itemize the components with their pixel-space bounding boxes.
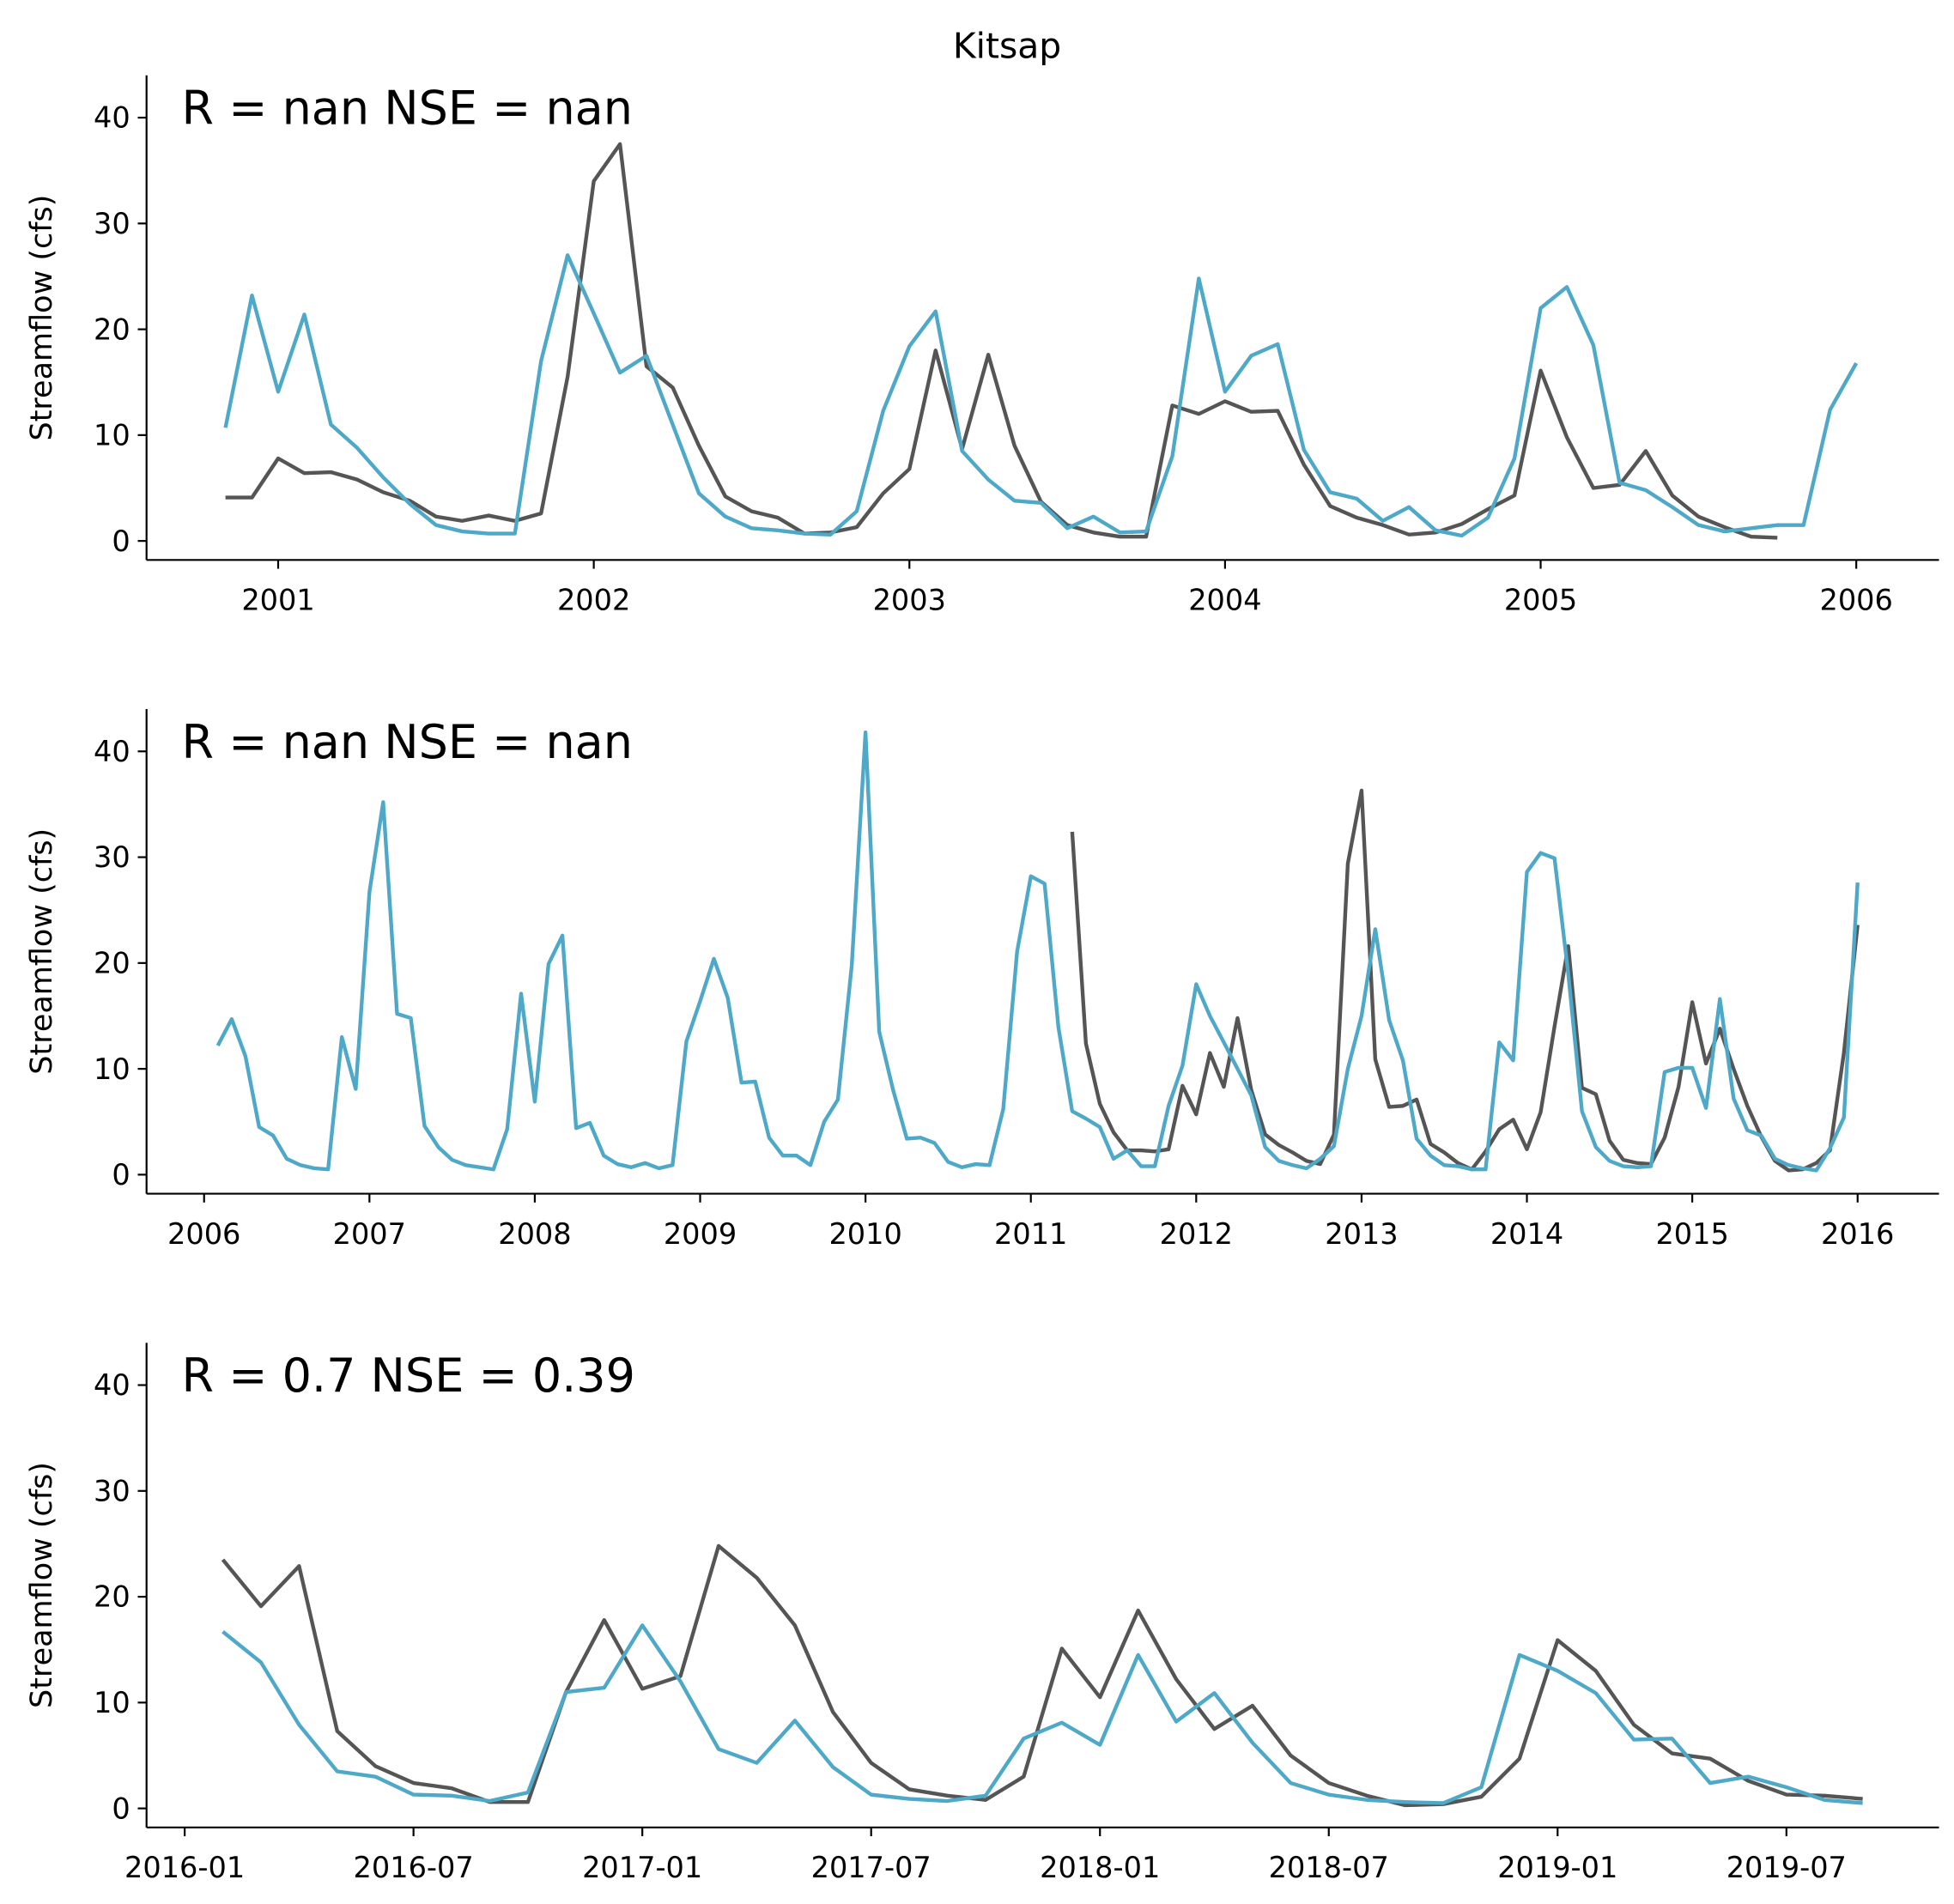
series-line — [221, 1543, 1863, 1808]
x-tick-label: 2019-01 — [1497, 1851, 1617, 1884]
x-tick-label: 2007 — [333, 1217, 406, 1251]
x-tick-label: 2015 — [1655, 1217, 1728, 1251]
figure-title: Kitsap — [953, 25, 1061, 66]
annotation: R = 0.7 NSE = 0.39 — [182, 1349, 635, 1403]
annotation: R = nan NSE = nan — [182, 715, 633, 769]
y-tick-label: 40 — [94, 101, 130, 135]
series-line — [215, 730, 1860, 1173]
y-tick-label: 0 — [112, 525, 130, 558]
x-tick-label: 2006 — [1819, 584, 1892, 617]
y-tick-label: 0 — [112, 1792, 130, 1825]
x-tick-label: 2012 — [1160, 1217, 1233, 1251]
x-tick-label: 2003 — [873, 584, 946, 617]
y-tick-label: 30 — [94, 1474, 130, 1507]
x-tick-label: 2018-01 — [1040, 1851, 1160, 1884]
annotation: R = nan NSE = nan — [182, 82, 633, 136]
y-tick-label: 30 — [94, 207, 130, 240]
y-tick-label: 20 — [94, 312, 130, 346]
x-tick-label: 2004 — [1188, 584, 1261, 617]
series-line — [221, 1623, 1863, 1805]
x-tick-label: 2014 — [1490, 1217, 1563, 1251]
x-tick-label: 2016-01 — [124, 1851, 245, 1884]
x-tick-label: 2018-07 — [1269, 1851, 1389, 1884]
x-tick-label: 2001 — [241, 584, 314, 617]
x-tick-label: 2006 — [167, 1217, 240, 1251]
y-tick-label: 20 — [94, 947, 130, 980]
x-tick-label: 2016-07 — [354, 1851, 474, 1884]
x-tick-label: 2008 — [498, 1217, 571, 1251]
x-tick-label: 2017-07 — [811, 1851, 931, 1884]
x-tick-label: 2009 — [664, 1217, 737, 1251]
series-line — [225, 142, 1778, 540]
x-tick-label: 2016 — [1821, 1217, 1894, 1251]
y-tick-label: 10 — [94, 1052, 130, 1086]
x-tick-label: 2011 — [994, 1217, 1067, 1251]
y-tick-label: 30 — [94, 840, 130, 874]
series-line — [223, 253, 1859, 538]
x-tick-label: 2017-01 — [582, 1851, 702, 1884]
y-axis-label: Streamflow (cfs) — [25, 195, 59, 441]
y-tick-label: 0 — [112, 1158, 130, 1192]
y-tick-label: 20 — [94, 1580, 130, 1614]
y-tick-label: 10 — [94, 1686, 130, 1719]
x-tick-label: 2005 — [1504, 584, 1577, 617]
y-tick-label: 40 — [94, 735, 130, 768]
x-tick-label: 2013 — [1325, 1217, 1398, 1251]
y-tick-label: 10 — [94, 419, 130, 452]
y-axis-label: Streamflow (cfs) — [25, 1462, 59, 1708]
x-tick-label: 2019-07 — [1726, 1851, 1847, 1884]
x-tick-label: 2010 — [828, 1217, 901, 1251]
y-axis-label: Streamflow (cfs) — [25, 828, 59, 1075]
x-tick-label: 2002 — [557, 584, 630, 617]
y-tick-label: 40 — [94, 1368, 130, 1402]
